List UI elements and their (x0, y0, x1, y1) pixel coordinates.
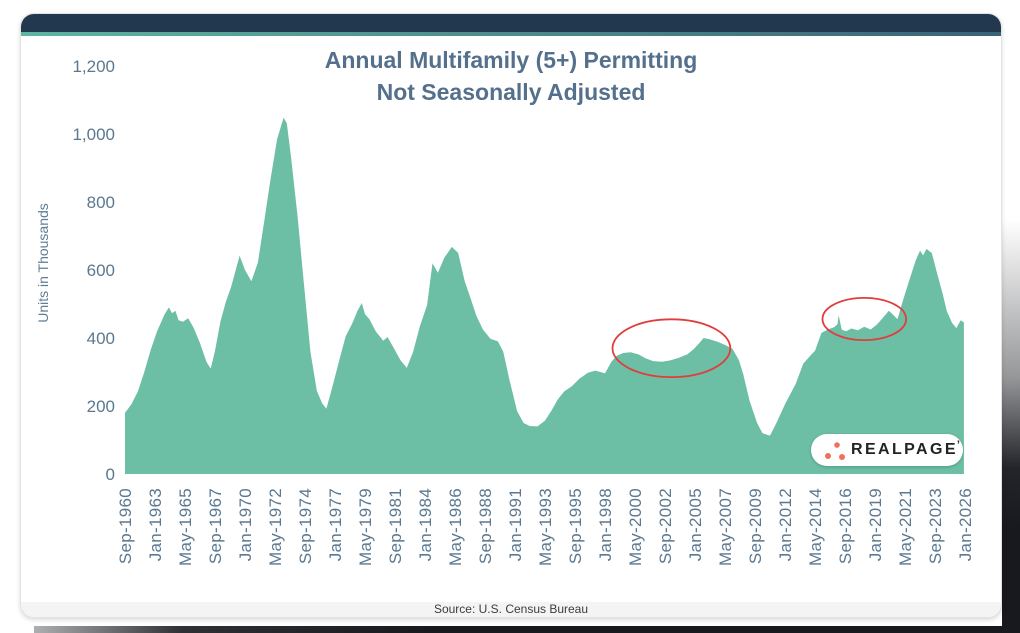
x-tick-label: Sep-2009 (746, 488, 765, 565)
x-tick-label: Jan-2012 (776, 488, 795, 562)
chart-title-line1: Annual Multifamily (5+) Permitting (324, 47, 698, 73)
x-tick-label: Jan-1963 (146, 488, 165, 562)
x-tick-label: Sep-1995 (566, 488, 585, 565)
x-tick-label: May-2007 (716, 488, 735, 566)
y-tick-label: 600 (86, 261, 115, 280)
card-shadow-right (1002, 220, 1020, 633)
x-tick-label: Jan-2026 (956, 488, 975, 562)
y-tick-label: 400 (86, 329, 115, 348)
y-tick-label: 0 (105, 465, 115, 484)
x-tick-label: May-1965 (176, 488, 195, 566)
chart-title-line2: Not Seasonally Adjusted (376, 79, 646, 105)
x-tick-label: Sep-1960 (116, 488, 135, 565)
x-tick-label: Jan-1998 (596, 488, 615, 562)
x-tick-label: Sep-2002 (656, 488, 675, 565)
x-tick-label: Sep-1988 (476, 488, 495, 565)
chart-title: Annual Multifamily (5+) Permitting Not S… (21, 44, 1001, 108)
x-tick-label: May-2000 (626, 488, 645, 566)
y-tick-label: 200 (86, 397, 115, 416)
chart-card: Annual Multifamily (5+) Permitting Not S… (20, 13, 1002, 618)
x-tick-label: May-1979 (356, 488, 375, 566)
y-tick-label: 1,000 (72, 125, 115, 144)
x-tick-label: Sep-1974 (296, 488, 315, 565)
realpage-logo-text: REALPAGE (851, 441, 958, 458)
y-tick-label: 800 (86, 193, 115, 212)
x-tick-label: May-1986 (446, 488, 465, 566)
x-tick-label: Jan-1991 (506, 488, 525, 562)
x-tick-label: Jan-1984 (416, 488, 435, 562)
y-tick-label: 1,200 (72, 57, 115, 76)
realpage-logo-dots-icon (825, 442, 845, 460)
x-tick-label: Sep-1981 (386, 488, 405, 565)
x-tick-label: May-1972 (266, 488, 285, 566)
x-tick-label: Jan-1970 (236, 488, 255, 562)
realpage-logo: REALPAGE’ (811, 434, 963, 466)
x-tick-label: Sep-1967 (206, 488, 225, 565)
x-tick-label: May-2021 (896, 488, 915, 566)
card-accent-strip (21, 32, 1001, 36)
card-top-bar (21, 14, 1001, 32)
x-tick-label: Jan-2005 (686, 488, 705, 562)
x-tick-label: May-1993 (536, 488, 555, 566)
realpage-trademark-mark: ’ (956, 439, 960, 451)
x-tick-label: May-2014 (806, 488, 825, 566)
x-tick-label: Sep-2016 (836, 488, 855, 565)
x-tick-label: Sep-2023 (926, 488, 945, 565)
source-bar: Source: U.S. Census Bureau (21, 602, 1001, 617)
x-tick-label: Jan-1977 (326, 488, 345, 562)
x-tick-label: Jan-2019 (866, 488, 885, 562)
card-shadow-bottom (34, 626, 1020, 633)
